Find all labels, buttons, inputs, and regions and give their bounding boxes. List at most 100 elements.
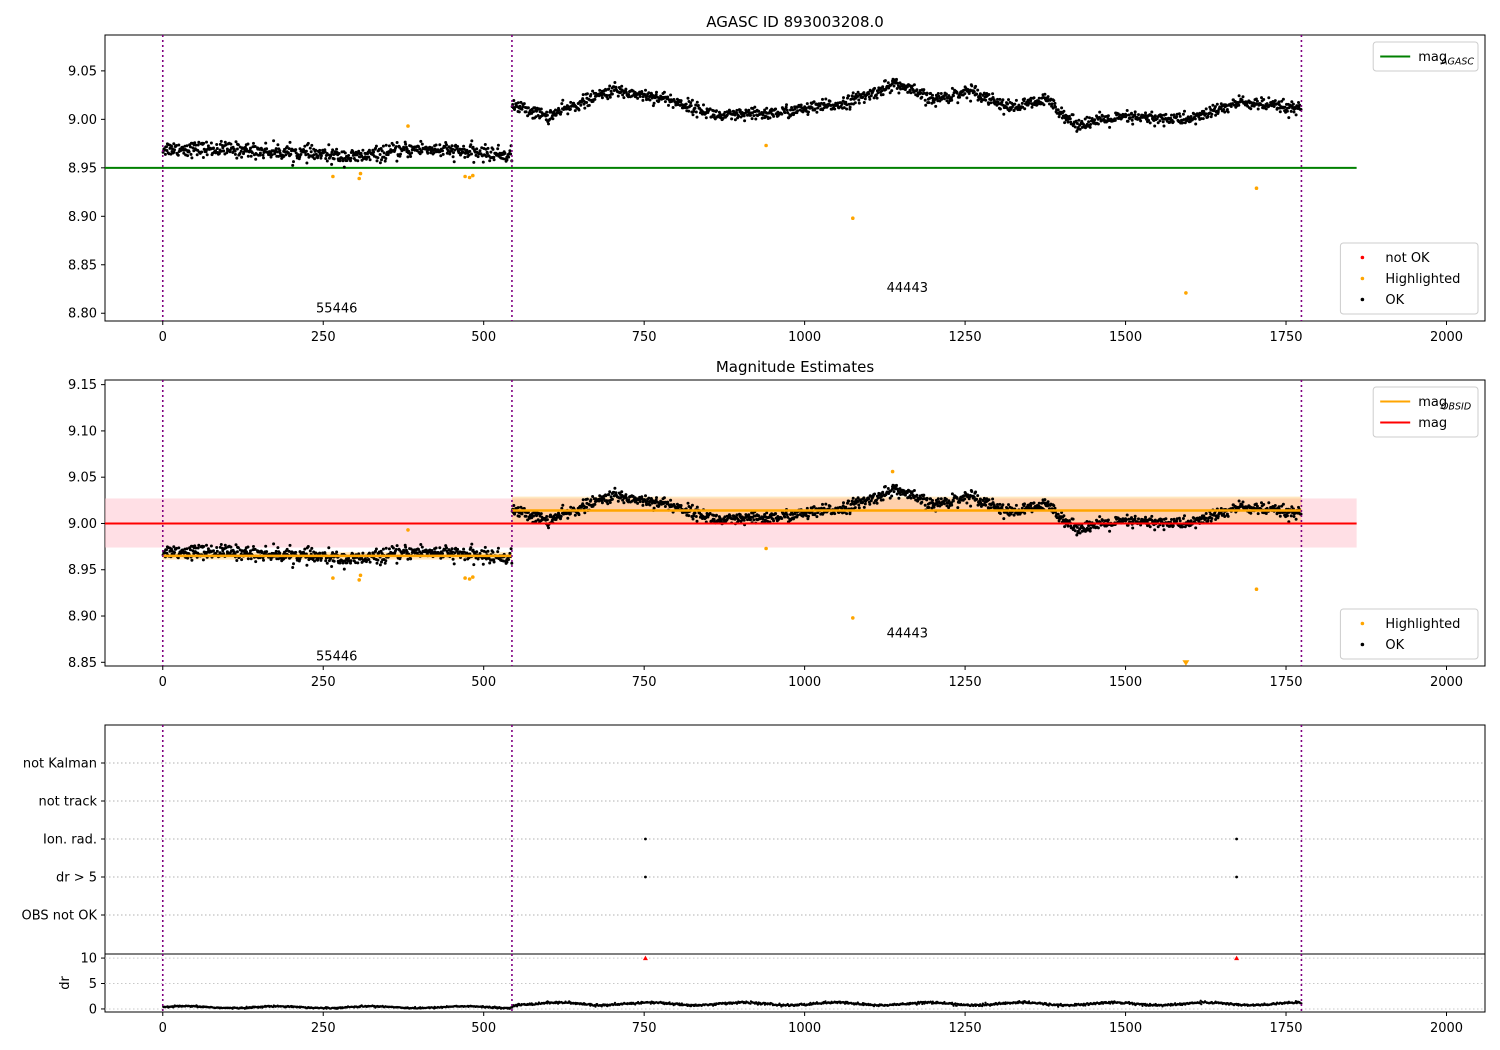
agasc-magnitude-panel: AGASC ID 893003208.00 250 500 750 1000 1250 15…	[68, 13, 1486, 345]
ok-point	[924, 103, 928, 107]
ok-point	[1029, 501, 1033, 505]
ok-point	[472, 563, 476, 567]
ok-point	[845, 512, 849, 516]
ok-point	[1254, 97, 1258, 101]
ok-point	[1156, 121, 1160, 125]
ok-point	[648, 98, 652, 102]
highlighted-point	[406, 528, 410, 532]
ok-point	[845, 107, 849, 111]
ok-point	[265, 147, 269, 151]
x-tick-label: 500	[471, 675, 496, 690]
ok-point	[313, 157, 316, 161]
ok-point	[1089, 526, 1093, 530]
ok-point	[462, 144, 466, 148]
ok-point	[1144, 518, 1148, 522]
ok-point	[890, 89, 894, 93]
ok-point	[222, 552, 226, 556]
ok-point	[545, 518, 549, 522]
ok-point	[512, 504, 516, 507]
ok-point	[752, 114, 756, 118]
ok-point	[730, 117, 734, 121]
ok-point	[947, 499, 951, 503]
ok-point	[969, 99, 973, 103]
ok-point	[1153, 124, 1157, 128]
ok-point	[1273, 504, 1277, 507]
ok-point	[1290, 100, 1294, 104]
ok-point	[847, 94, 851, 98]
ok-point	[804, 511, 808, 515]
ok-point	[1101, 114, 1105, 118]
ok-point	[847, 102, 851, 106]
ok-point	[1067, 519, 1071, 523]
ok-point	[772, 519, 776, 523]
ok-point	[229, 545, 233, 549]
ok-point	[895, 492, 899, 496]
ok-point	[622, 96, 626, 100]
ok-point	[892, 490, 896, 494]
ok-point	[1074, 119, 1078, 123]
ok-point	[689, 104, 693, 108]
ok-point	[1150, 518, 1154, 522]
ok-point	[942, 97, 946, 101]
ok-point	[205, 543, 208, 547]
ok-point	[927, 506, 931, 509]
ok-point	[899, 493, 903, 496]
ok-point	[950, 492, 954, 496]
ok-point	[561, 98, 565, 102]
ok-point	[309, 150, 313, 154]
ok-point	[721, 116, 725, 120]
ok-point	[1085, 115, 1089, 119]
ok-point	[1181, 525, 1185, 529]
legend-label: not OK	[1385, 251, 1430, 266]
ok-point	[526, 106, 530, 110]
ok-point	[1037, 501, 1041, 505]
ok-point	[566, 112, 570, 116]
ok-point	[897, 91, 901, 95]
ok-point	[1283, 105, 1287, 109]
ok-point	[173, 148, 176, 152]
ok-point	[581, 498, 585, 502]
ok-point	[1180, 118, 1183, 122]
ok-point	[177, 546, 181, 550]
ok-point	[1262, 503, 1266, 506]
ok-point	[784, 105, 788, 109]
ok-point	[221, 549, 225, 553]
ok-point	[895, 483, 898, 487]
ok-point	[274, 147, 278, 151]
ok-point	[329, 153, 333, 157]
ok-point	[881, 85, 885, 89]
ok-point	[325, 561, 329, 565]
ok-point	[308, 146, 312, 150]
ok-point	[669, 498, 673, 502]
ok-point	[1066, 120, 1070, 124]
ok-point	[445, 546, 448, 550]
legend-dot-marker	[1360, 621, 1365, 626]
ok-point	[753, 105, 757, 109]
highlighted-point	[1184, 291, 1188, 295]
ok-point	[361, 551, 365, 555]
x-tick-label: 250	[311, 330, 336, 345]
ok-point	[215, 549, 219, 553]
ok-point	[1210, 112, 1214, 116]
ok-point	[955, 91, 959, 95]
x-tick-label: 2000	[1430, 675, 1463, 690]
ok-point	[185, 144, 189, 148]
ok-point	[591, 495, 595, 498]
ok-point	[691, 113, 695, 117]
ok-point	[349, 159, 352, 163]
ok-point	[349, 561, 352, 565]
y-tick-label: 8.85	[68, 258, 97, 273]
ok-point	[298, 155, 302, 159]
ok-point	[1060, 106, 1064, 110]
ok-point	[457, 151, 461, 155]
ok-point	[695, 519, 699, 523]
ok-point	[1255, 99, 1259, 103]
ok-point	[1130, 516, 1133, 520]
ok-point	[662, 496, 666, 500]
ok-point	[669, 93, 673, 97]
ok-point	[354, 561, 358, 565]
ok-point	[589, 93, 593, 96]
ok-point	[853, 101, 857, 105]
y-tick-label: 8.95	[68, 563, 97, 578]
